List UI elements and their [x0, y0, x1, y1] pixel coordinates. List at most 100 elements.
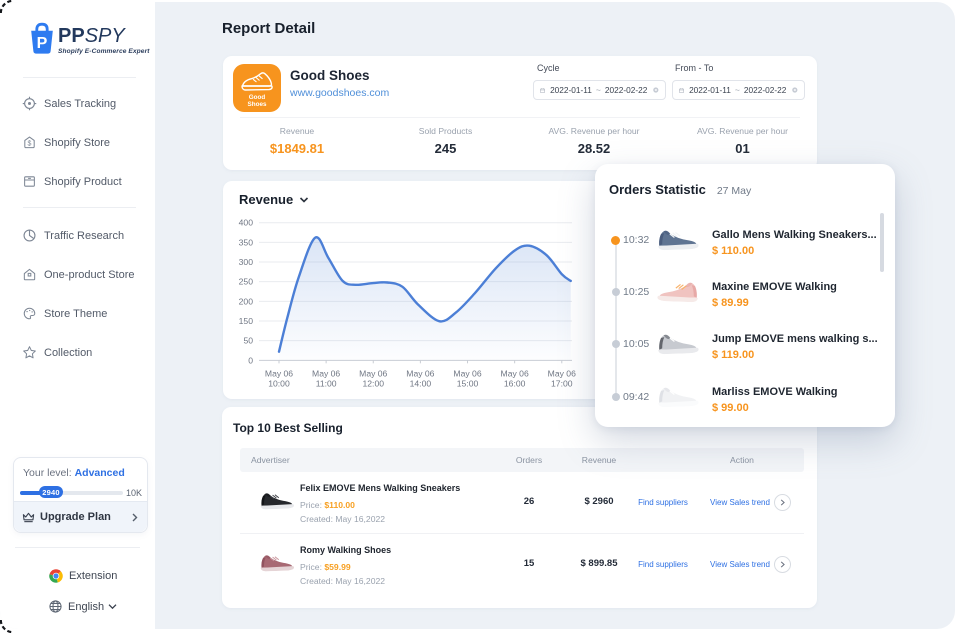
- order-item[interactable]: 10:32 Gallo Mens Walking Sneakers... $ 110…: [595, 214, 895, 266]
- order-product-name: Gallo Mens Walking Sneakers...: [712, 229, 877, 241]
- col-advertiser: Advertiser: [251, 455, 290, 465]
- language-selector[interactable]: English: [49, 600, 117, 613]
- orders-count: 26: [523, 496, 535, 507]
- cycle-date-range-input[interactable]: 2022-01-11 ~ 2022-02-22: [533, 80, 666, 100]
- store-url-link[interactable]: www.goodshoes.com: [290, 87, 390, 99]
- order-product-name: Marliss EMOVE Walking: [712, 385, 838, 398]
- store-name: Good Shoes: [290, 68, 370, 83]
- clear-icon[interactable]: [792, 85, 798, 95]
- order-product-image: [655, 379, 701, 415]
- store-summary-card: Good Shoes Good Shoes www.goodshoes.com C…: [223, 56, 817, 170]
- stat-value: $1849.81: [269, 141, 325, 156]
- chevron-down-icon: [108, 604, 117, 610]
- chevron-down-icon: [300, 196, 309, 203]
- top10-title: Top 10 Best Selling: [233, 421, 343, 435]
- svg-text:200: 200: [239, 296, 254, 306]
- svg-text:400: 400: [239, 218, 254, 228]
- pie-chart-icon: [22, 228, 37, 243]
- view-sales-trend-link[interactable]: View Sales trend: [710, 560, 770, 569]
- calendar-icon: [540, 87, 545, 93]
- sidebar-item-label: Sales Tracking: [44, 97, 117, 110]
- order-product-image: [655, 222, 701, 258]
- orders-date: 27 May: [716, 185, 752, 197]
- level-card: Your level: Advanced 2940 10K Upgrade Pl…: [13, 457, 148, 533]
- store-logo-sneaker-icon: [241, 72, 273, 91]
- sidebar-item-shopify-product[interactable]: Shopify Product: [22, 172, 122, 192]
- store-logo-text: Good Shoes: [247, 94, 267, 108]
- find-suppliers-link[interactable]: Find suppliers: [638, 560, 688, 569]
- house-icon: [22, 267, 37, 282]
- col-orders: Orders: [515, 455, 543, 465]
- stat-3: AVG. Revenue per hour 01: [669, 117, 817, 170]
- svg-text:15:00: 15:00: [457, 378, 479, 388]
- language-label: English: [68, 600, 105, 613]
- order-item[interactable]: 09:42 Marliss EMOVE Walking $ 99.00: [595, 371, 895, 423]
- sidebar-item-traffic-research[interactable]: Traffic Research: [22, 226, 124, 246]
- svg-text:May 06: May 06: [548, 368, 576, 378]
- sidebar-item-collection[interactable]: Collection: [22, 343, 92, 363]
- order-product-image: [655, 274, 701, 310]
- orders-scrollbar[interactable]: [880, 213, 884, 272]
- timeline-line: [615, 240, 617, 397]
- stat-0: Revenue $1849.81: [223, 117, 371, 170]
- fromto-label: From - To: [675, 63, 714, 73]
- stat-value: 28.52: [577, 141, 611, 156]
- extension-button[interactable]: Extension: [49, 569, 117, 583]
- crown-icon: [22, 512, 35, 523]
- order-product-price: $ 89.99: [712, 297, 749, 310]
- order-product-price: $ 99.00: [712, 401, 749, 414]
- sidebar-item-label: One-product Store: [44, 268, 135, 281]
- bag-dollar-icon: $: [22, 135, 37, 150]
- sidebar-item-one-product-store[interactable]: One-product Store: [22, 265, 135, 285]
- globe-icon: [49, 600, 62, 613]
- find-suppliers-link[interactable]: Find suppliers: [638, 498, 688, 507]
- order-product-name: Jump EMOVE mens walking s...: [712, 333, 878, 346]
- brand-name: PPSPY: [58, 25, 125, 47]
- chevron-right-icon: [132, 513, 138, 521]
- ppspy-logo: P PPSPY Shopify E-Commerce Expert: [29, 21, 150, 55]
- clear-icon[interactable]: [653, 85, 659, 95]
- svg-text:May 06: May 06: [406, 368, 434, 378]
- sidebar-divider-top: [23, 77, 136, 78]
- top10-table: Advertiser Orders Revenue Action Felix E…: [240, 448, 804, 596]
- orders-card-header: Orders Statistic 27 May: [609, 182, 751, 197]
- order-product-name: Maxine EMOVE Walking: [712, 281, 837, 294]
- page-title: Report Detail: [222, 20, 316, 37]
- extension-label: Extension: [69, 570, 118, 582]
- sidebar-item-store-theme[interactable]: Store Theme: [22, 304, 107, 324]
- svg-text:17:00: 17:00: [551, 378, 573, 388]
- row-detail-button[interactable]: [774, 556, 791, 573]
- table-header: Advertiser Orders Revenue Action: [240, 448, 804, 472]
- row-detail-button[interactable]: [774, 494, 791, 511]
- store-card-divider: [240, 117, 800, 118]
- order-item[interactable]: 10:25 Maxine EMOVE Walking $ 89.99: [595, 266, 895, 318]
- chart-title: Revenue: [239, 192, 294, 207]
- target-icon: [22, 96, 37, 111]
- table-row: Romy Walking Shoes Price: $59.99 Created: …: [240, 534, 804, 596]
- sidebar-item-sales-tracking[interactable]: Sales Tracking: [22, 94, 116, 114]
- svg-text:250: 250: [239, 277, 254, 287]
- progress-fill: [20, 491, 46, 495]
- stat-1: Sold Products 245: [372, 117, 520, 170]
- chart-title-dropdown[interactable]: Revenue: [239, 192, 309, 207]
- fromto-date-range-input[interactable]: 2022-01-11 ~ 2022-02-22: [672, 80, 805, 100]
- product-price: Price: $110.00: [300, 500, 355, 510]
- product-price: Price: $59.99: [300, 562, 351, 572]
- product-name: Romy Walking Shoes: [300, 545, 392, 555]
- sidebar-item-shopify-store[interactable]: $ Shopify Store: [22, 133, 110, 153]
- orders-statistic-card: Orders Statistic 27 May 10:32 Gallo Mens …: [595, 164, 895, 427]
- view-sales-trend-link[interactable]: View Sales trend: [710, 498, 770, 507]
- level-value: Advanced: [74, 467, 125, 479]
- order-time: 09:42: [623, 390, 650, 403]
- order-item[interactable]: 10:05 Jump EMOVE mens walking s... $ 119.0…: [595, 318, 895, 370]
- revenue-value: $ 2960: [584, 496, 614, 507]
- level-label: Your level: Advanced: [23, 467, 125, 479]
- upgrade-plan-button[interactable]: Upgrade Plan: [14, 501, 147, 532]
- svg-text:May 06: May 06: [265, 368, 293, 378]
- star-icon: [22, 345, 37, 360]
- product-image: [258, 485, 296, 517]
- store-logo: Good Shoes: [233, 64, 281, 112]
- ppspy-bag-icon: P: [31, 22, 53, 54]
